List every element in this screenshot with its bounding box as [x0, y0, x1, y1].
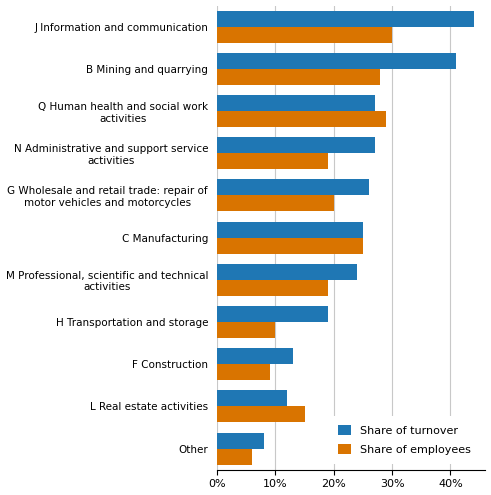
Bar — [217, 322, 275, 338]
Bar — [217, 137, 375, 153]
Bar — [217, 27, 392, 43]
Bar — [217, 406, 304, 422]
Bar — [217, 222, 363, 238]
Bar — [217, 448, 252, 465]
Bar — [217, 179, 369, 196]
Bar — [217, 69, 381, 85]
Legend: Share of turnover, Share of employees: Share of turnover, Share of employees — [329, 416, 480, 464]
Bar — [217, 280, 328, 296]
Bar — [217, 264, 357, 280]
Bar — [217, 391, 287, 406]
Bar — [217, 348, 293, 364]
Bar — [217, 53, 456, 69]
Bar — [217, 196, 334, 211]
Bar — [217, 306, 328, 322]
Bar — [217, 433, 264, 448]
Bar — [217, 364, 270, 380]
Bar — [217, 95, 375, 111]
Bar — [217, 10, 474, 27]
Bar — [217, 238, 363, 253]
Bar — [217, 153, 328, 169]
Bar — [217, 111, 386, 127]
